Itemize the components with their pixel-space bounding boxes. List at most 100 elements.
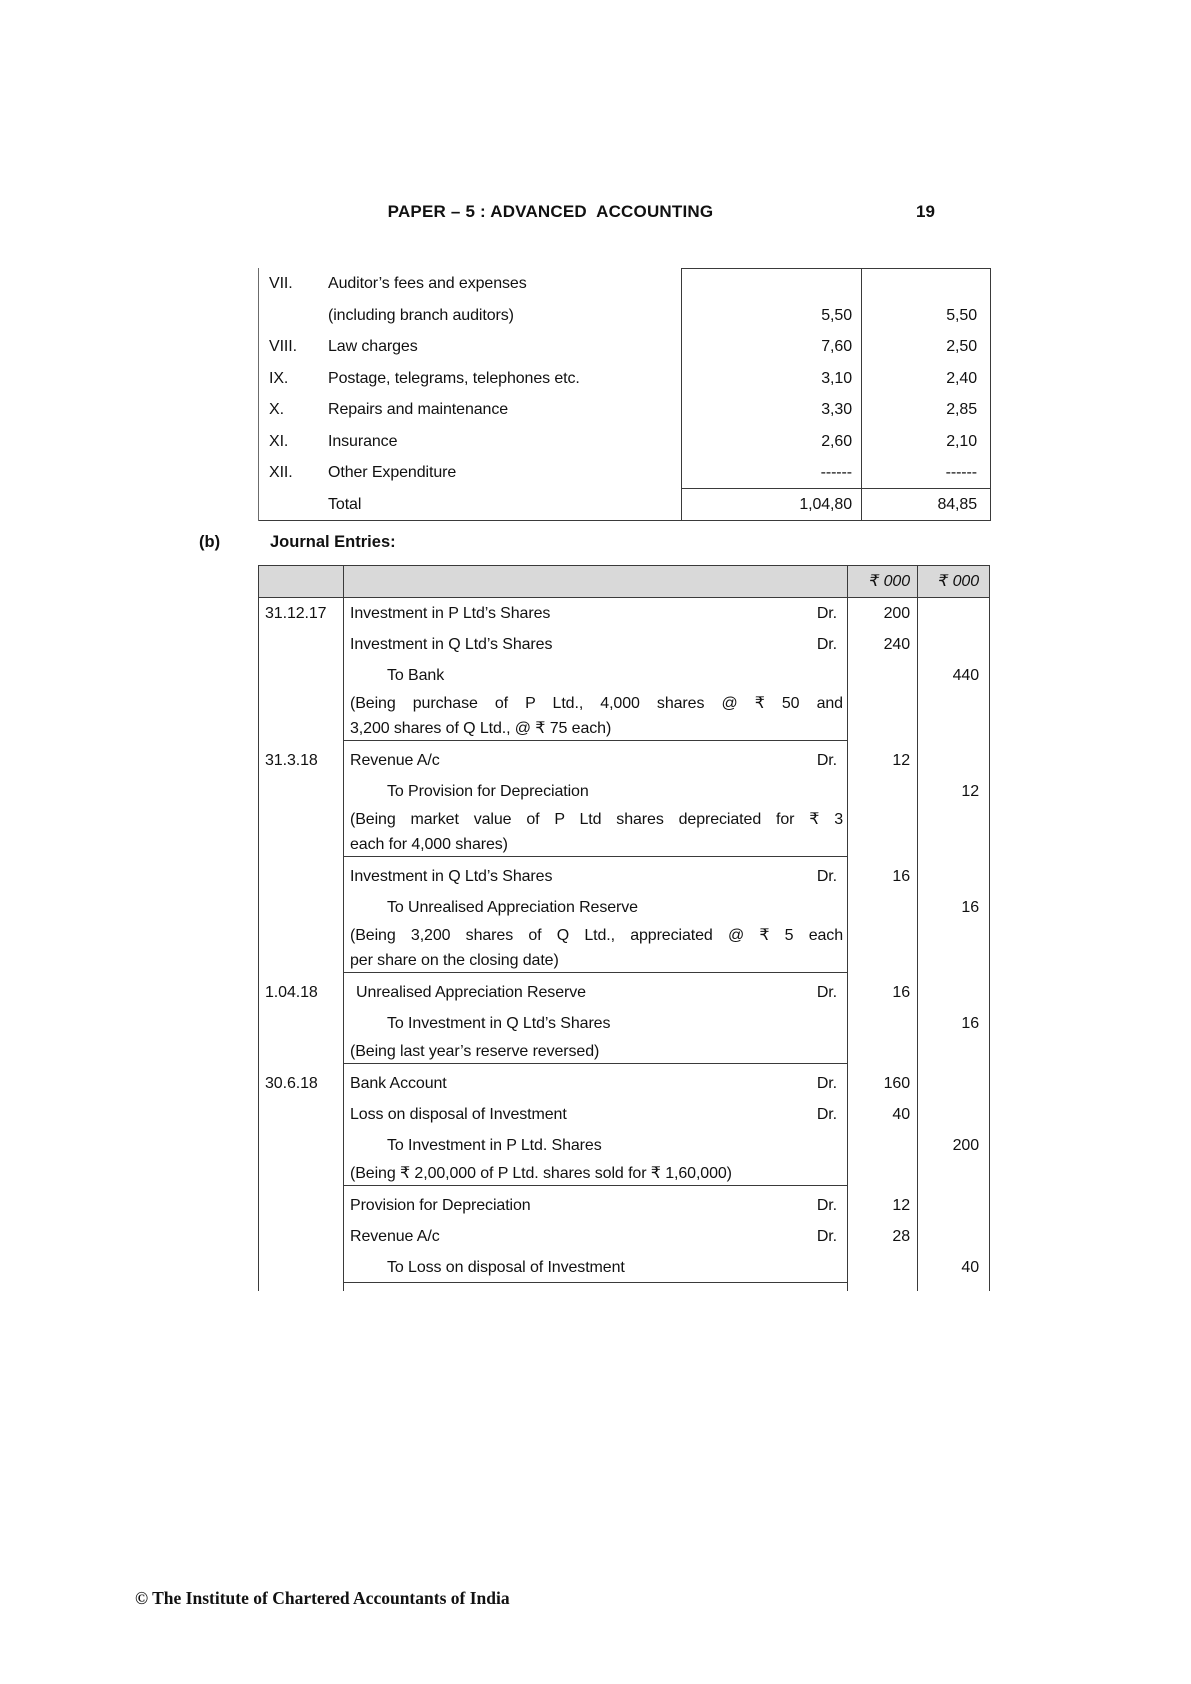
header-debit-currency: ₹ 000 [869, 573, 910, 590]
amount-col1: ------ [820, 464, 852, 481]
credit-amount [917, 1068, 990, 1099]
item-number [259, 489, 328, 521]
journal-line: To Loss on disposal of Investment 40 [343, 1252, 990, 1283]
credit-amount: 16 [961, 899, 979, 916]
item-label: Repairs and maintenance [328, 401, 509, 418]
item-label: Law charges [328, 338, 418, 355]
table-border [861, 268, 862, 521]
journal-entry: 1.04.18 Unrealised Appreciation Reserve D… [258, 977, 990, 1064]
journal-entry: Investment in Q Ltd’s Shares Dr. 16 To Un… [258, 861, 990, 973]
journal-line: To Provision for Depreciation 12 [343, 776, 990, 807]
debit-amount: 200 [883, 605, 911, 622]
debit-amount [847, 892, 917, 923]
total-label: Total [328, 495, 362, 513]
journal-entry: 31.12.17 Investment in P Ltd’s Shares Dr.… [258, 598, 990, 741]
debit-amount: 160 [883, 1075, 911, 1092]
journal-header-row: ₹ 000 ₹ 000 [258, 566, 990, 598]
amount-col2: ------ [945, 464, 977, 481]
amount-col2: 5,50 [946, 306, 977, 324]
journal-line: Revenue A/c Dr. 12 [343, 745, 990, 776]
item-number: VII. [269, 275, 293, 292]
debit-amount: 28 [892, 1228, 910, 1245]
table-row: XI. Insurance 2,60 2,10 [259, 426, 991, 458]
entry-separator [343, 1185, 847, 1186]
debit-amount: 16 [892, 868, 910, 885]
entry-separator [343, 1282, 847, 1283]
table-border [343, 566, 344, 1291]
journal-line: Bank Account Dr. 160 [343, 1068, 990, 1099]
account-name: To Provision for Depreciation [387, 783, 589, 800]
table-border [681, 268, 991, 269]
dr-label: Dr. [816, 752, 837, 769]
credit-amount: 440 [952, 667, 980, 684]
account-name: Loss on disposal of Investment [350, 1106, 567, 1123]
narration: (Being ₹ 2,00,000 of P Ltd. shares sold … [350, 1165, 732, 1182]
entry-separator [343, 972, 847, 973]
table-row: X. Repairs and maintenance 3,30 2,85 [259, 394, 991, 426]
item-number: VIII. [269, 338, 297, 355]
credit-amount [917, 1099, 990, 1130]
amount-col1: 2,60 [821, 432, 852, 450]
header-credit-currency: ₹ 000 [938, 573, 979, 590]
copyright-footer: © The Institute of Chartered Accountants… [135, 1588, 510, 1608]
narration: (Being purchase of P Ltd., 4,000 shares … [350, 695, 843, 737]
item-label: (including branch auditors) [328, 306, 514, 324]
amount-col2: 2,10 [946, 432, 977, 450]
entry-date: 30.6.18 [265, 1075, 318, 1092]
credit-amount: 12 [961, 783, 979, 800]
dr-label: Dr. [816, 605, 837, 622]
dr-label: Dr. [816, 636, 837, 653]
journal-line: To Bank 440 [343, 660, 990, 691]
expenses-table: VII. Auditor’s fees and expenses (includ… [258, 268, 991, 521]
debit-amount: 12 [892, 1197, 910, 1214]
dr-label: Dr. [816, 1197, 837, 1214]
account-name: To Loss on disposal of Investment [387, 1259, 625, 1276]
account-name: Bank Account [350, 1075, 447, 1092]
credit-amount [917, 1221, 990, 1252]
journal-line: Loss on disposal of Investment Dr. 40 [343, 1099, 990, 1130]
credit-amount: 200 [952, 1137, 980, 1154]
item-number: IX. [269, 369, 289, 387]
journal-line: Investment in P Ltd’s Shares Dr. 200 [343, 598, 990, 629]
narration: (Being last year’s reserve reversed) [350, 1043, 600, 1060]
table-border [258, 566, 259, 1291]
entry-separator [343, 856, 847, 857]
amount-col2: 2,40 [946, 369, 977, 387]
credit-amount [917, 1190, 990, 1221]
account-name: To Investment in P Ltd. Shares [387, 1137, 602, 1154]
amount-col1: 5,50 [821, 306, 852, 324]
table-row: VII. Auditor’s fees and expenses [259, 268, 991, 300]
table-border [989, 566, 990, 1291]
item-label: Auditor’s fees and expenses [328, 275, 527, 292]
item-number: XI. [269, 432, 289, 450]
journal-line: Investment in Q Ltd’s Shares Dr. 240 [343, 629, 990, 660]
debit-amount [847, 660, 917, 691]
account-name: To Unrealised Appreciation Reserve [387, 899, 638, 916]
account-name: Investment in P Ltd’s Shares [350, 605, 551, 622]
account-name: Provision for Depreciation [350, 1197, 531, 1214]
section-title: Journal Entries: [270, 533, 396, 551]
journal-entry: 30.6.18 Bank Account Dr. 160 Loss on disp… [258, 1068, 990, 1186]
table-border [681, 488, 991, 489]
table-border [847, 566, 848, 1291]
account-name: Revenue A/c [350, 752, 440, 769]
narration: (Being 3,200 shares of Q Ltd., appreciat… [350, 927, 843, 969]
table-row: XII. Other Expenditure ------ ------ [259, 457, 991, 489]
item-number: X. [269, 401, 284, 418]
debit-amount [847, 1008, 917, 1039]
entry-separator [343, 740, 847, 741]
page-title: PAPER – 5 : ADVANCED ACCOUNTING [387, 202, 714, 221]
narration: (Being market value of P Ltd shares depr… [350, 811, 843, 853]
item-number: XII. [269, 464, 293, 481]
amount-col2: 2,85 [946, 401, 977, 418]
journal-entries-table: ₹ 000 ₹ 000 31.12.17 Investment in P Ltd… [258, 565, 990, 1291]
credit-amount [917, 745, 990, 776]
debit-amount: 40 [892, 1106, 910, 1123]
account-name: Unrealised Appreciation Reserve [356, 984, 586, 1001]
dr-label: Dr. [816, 868, 837, 885]
entry-date: 31.3.18 [265, 752, 318, 769]
item-label: Other Expenditure [328, 464, 457, 481]
table-border [990, 268, 991, 521]
table-border [259, 520, 991, 521]
